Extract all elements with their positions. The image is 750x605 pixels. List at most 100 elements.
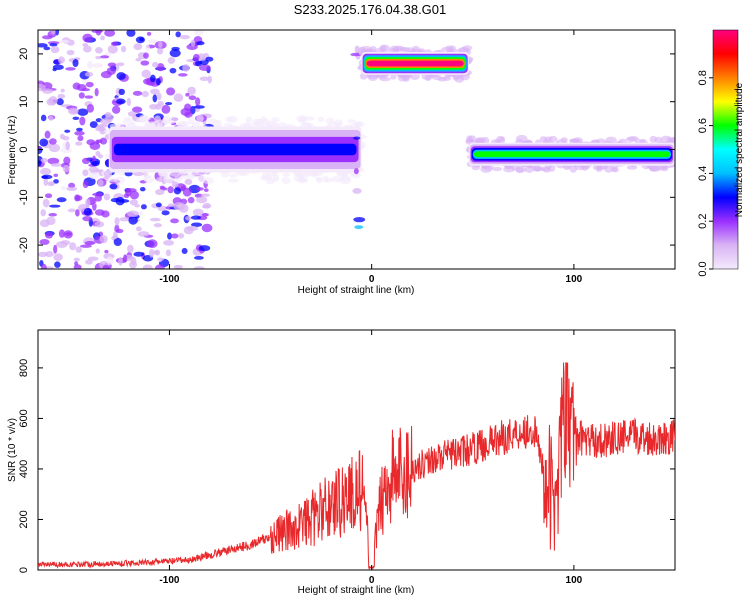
spectrogram-halo: [122, 118, 134, 127]
spectrogram-halo: [227, 178, 239, 183]
spectrogram-x-axis-label: Height of straight line (km): [298, 285, 415, 296]
spectrogram-blob: [104, 249, 109, 254]
spectrogram-blob: [58, 39, 71, 44]
spectrogram-heatmap: [38, 30, 675, 269]
spectrogram-blob: [75, 141, 83, 146]
spectrogram-halo: [524, 165, 534, 173]
spectrogram-blob: [41, 88, 54, 94]
spectrogram-blob: [72, 59, 79, 67]
spectrogram-blob: [127, 210, 139, 218]
spectrogram-blob: [50, 163, 62, 167]
spectrogram-blob: [94, 209, 105, 216]
spectrogram-blob: [69, 242, 77, 251]
spectrogram-blob: [354, 225, 364, 230]
spectrogram-blob: [201, 213, 209, 217]
spectrogram-blob: [63, 156, 71, 165]
colorbar: 0.0 0.2 0.4 0.6 0.8 Normalized spectral ampl…: [697, 29, 745, 277]
spectrogram-halo: [480, 136, 490, 145]
spectrogram-halo: [315, 176, 322, 182]
spectrogram-blob: [38, 43, 48, 48]
spectrogram-blob: [167, 203, 175, 208]
spectrogram-blob: [153, 223, 162, 228]
spectrogram-blob: [150, 74, 156, 83]
spectrogram-blob: [45, 232, 53, 239]
spectrogram-halo: [144, 122, 153, 128]
spectrogram-blob: [165, 102, 173, 106]
spectrogram-blob: [187, 196, 195, 204]
spectrogram-blob: [173, 264, 184, 269]
spectrogram-blob: [186, 225, 199, 231]
spectrogram-blob: [154, 188, 165, 196]
spectrogram-blob: [74, 194, 81, 202]
spectrogram-blob: [190, 215, 202, 220]
spectrogram-blob: [155, 202, 162, 208]
spectrogram-halo: [330, 176, 343, 183]
spectrogram-blob: [44, 130, 51, 139]
spectrogram-blob: [40, 114, 47, 122]
spectrogram-blob: [185, 92, 190, 97]
spectrogram-blob: [47, 41, 60, 45]
spectrogram-blob: [82, 33, 93, 43]
spectrogram-blob: [38, 83, 46, 92]
spectrogram-blob: [49, 43, 58, 47]
colorbar-tick-label: 0.8: [697, 70, 709, 85]
spectrogram-halo: [196, 114, 204, 123]
spectrogram-halo: [515, 134, 528, 143]
spectrogram-blob: [127, 244, 134, 253]
spectrogram-halo: [282, 172, 291, 177]
spectrogram-y-tick-label: 20: [18, 48, 30, 60]
spectrogram-blob: [67, 208, 76, 213]
spectrogram-blob: [64, 129, 71, 133]
spectrogram-blob: [56, 197, 67, 203]
spectrogram-blob: [139, 37, 145, 42]
spectrogram-blob: [85, 198, 91, 207]
spectrogram-blob: [96, 124, 104, 130]
spectrogram-halo: [188, 116, 195, 125]
spectrogram-blob: [132, 171, 144, 177]
spectrogram-blob: [186, 43, 198, 50]
spectrogram-blob: [201, 204, 211, 209]
spectrogram-blob: [178, 233, 185, 239]
spectrogram-y-tick-label: -20: [18, 237, 30, 253]
spectrogram-halo: [333, 119, 344, 127]
spectrogram-halo: [202, 177, 215, 185]
spectrogram-blob: [177, 73, 188, 77]
spectrogram-blob: [135, 57, 142, 62]
spectrogram-blob: [48, 96, 58, 105]
spectrogram-blob: [151, 61, 159, 68]
spectrogram-blob: [104, 30, 116, 37]
spectrogram-blob: [107, 44, 118, 54]
spectrogram-blob: [133, 251, 145, 257]
spectrogram-halo: [176, 120, 188, 127]
spectrogram-x-tick-label: 0: [369, 274, 375, 285]
spectrogram-halo: [191, 121, 201, 127]
spectrogram-blob: [58, 229, 65, 238]
spectrogram-blob: [181, 247, 188, 254]
spectrogram-blob: [150, 88, 160, 95]
spectrogram-blob: [199, 76, 210, 82]
spectrogram-blob: [198, 57, 206, 61]
snr-series-line: [38, 362, 675, 570]
spectrogram-blob: [57, 93, 66, 99]
spectrogram-blob: [353, 136, 361, 140]
spectrogram-blob: [41, 174, 53, 180]
spectrogram-blob: [195, 97, 201, 107]
spectrogram-blob: [133, 43, 143, 51]
spectrogram-blob: [67, 107, 79, 115]
spectrogram-halo: [293, 171, 302, 177]
snr-x-axis-label: Height of straight line (km): [298, 585, 415, 596]
spectrogram-blob: [152, 94, 158, 103]
spectrogram-blob: [76, 127, 83, 132]
spectrogram-blob: [89, 142, 101, 150]
spectrogram-blob: [82, 45, 92, 53]
spectrogram-blob: [100, 118, 111, 125]
snr-y-axis-label: SNR (10 * v/v): [7, 418, 18, 482]
spectrogram-blob: [79, 244, 92, 248]
spectrogram-blob: [141, 69, 151, 78]
spectrogram-blob: [50, 30, 56, 35]
spectrogram-blob: [58, 56, 65, 64]
spectrogram-halo: [304, 116, 315, 121]
spectrogram-blob: [40, 263, 47, 269]
spectrogram-blob: [187, 86, 196, 95]
